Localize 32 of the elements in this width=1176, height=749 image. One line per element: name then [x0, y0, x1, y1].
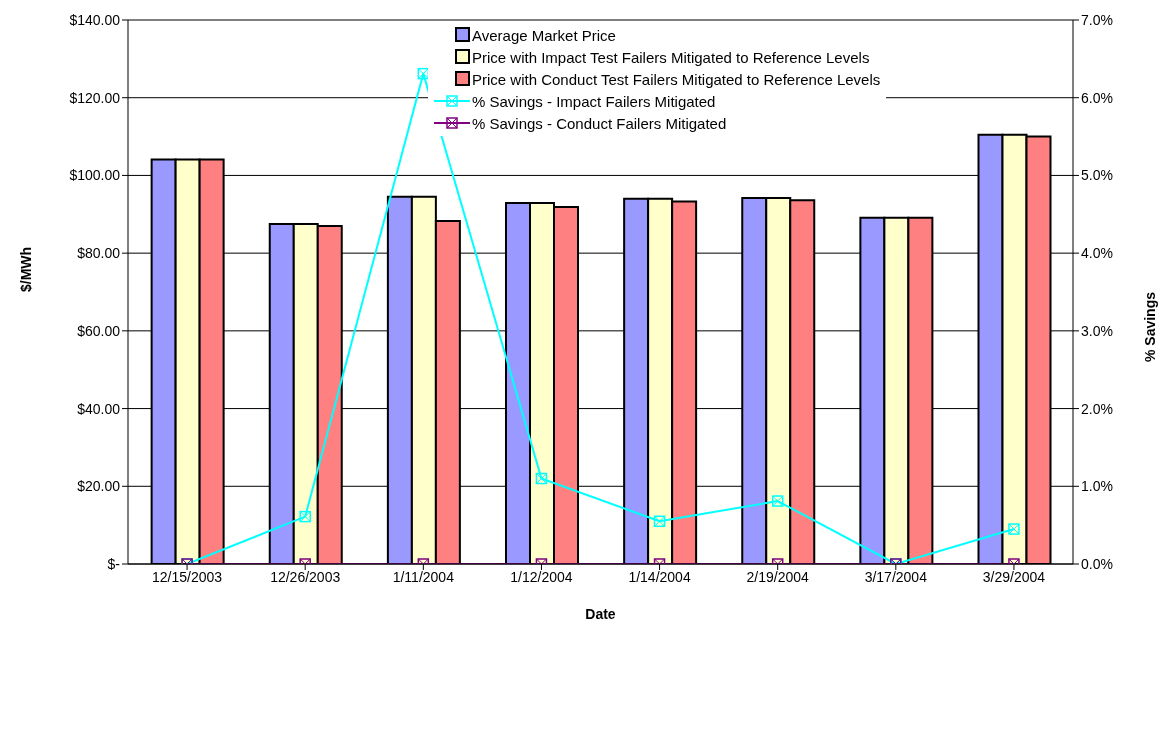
y2-tick-label: 4.0% — [1081, 245, 1113, 262]
y2-tick-label: 5.0% — [1081, 167, 1113, 184]
y-axis-title: $/MWh — [17, 246, 34, 292]
y-tick-label: $100.00 — [69, 167, 121, 184]
legend-label: Average Market Price — [472, 26, 616, 44]
y-tick-label: $140.00 — [69, 11, 121, 28]
y-tick-label: $80.00 — [77, 245, 121, 262]
legend-label: % Savings - Conduct Failers Mitigated — [472, 114, 727, 132]
x-tick-label: 2/19/2004 — [746, 568, 810, 585]
y2-tick-label: 7.0% — [1081, 11, 1113, 28]
x-tick-label: 3/17/2004 — [864, 568, 928, 585]
y2-tick-label: 6.0% — [1081, 89, 1113, 106]
y-tick-label: $20.00 — [77, 478, 121, 495]
legend-label: Price with Impact Test Failers Mitigated to Reference Levels — [472, 48, 870, 66]
y2-axis-title: % Savings — [1141, 291, 1158, 363]
y-tick-label: $- — [107, 555, 121, 572]
x-tick-label: 12/15/2003 — [152, 568, 223, 585]
x-tick-label: 3/29/2004 — [982, 568, 1046, 585]
x-tick-label: 12/26/2003 — [270, 568, 341, 585]
y-tick-label: $120.00 — [69, 89, 121, 106]
legend-label: % Savings - Impact Failers Mitigated — [472, 92, 716, 110]
y-tick-label: $60.00 — [77, 322, 121, 339]
x-axis-title: Date — [585, 606, 616, 622]
y2-tick-label: 0.0% — [1081, 555, 1113, 572]
x-tick-label: 1/14/2004 — [628, 568, 691, 585]
x-tick-label: 1/12/2004 — [510, 568, 573, 585]
y-tick-label: $40.00 — [77, 400, 121, 417]
x-tick-label: 1/11/2004 — [392, 568, 455, 585]
y2-tick-label: 3.0% — [1081, 322, 1113, 339]
y2-tick-label: 2.0% — [1081, 400, 1113, 417]
y2-tick-label: 1.0% — [1081, 478, 1113, 495]
legend-label: Price with Conduct Test Failers Mitigated to Reference Levels — [472, 70, 881, 88]
